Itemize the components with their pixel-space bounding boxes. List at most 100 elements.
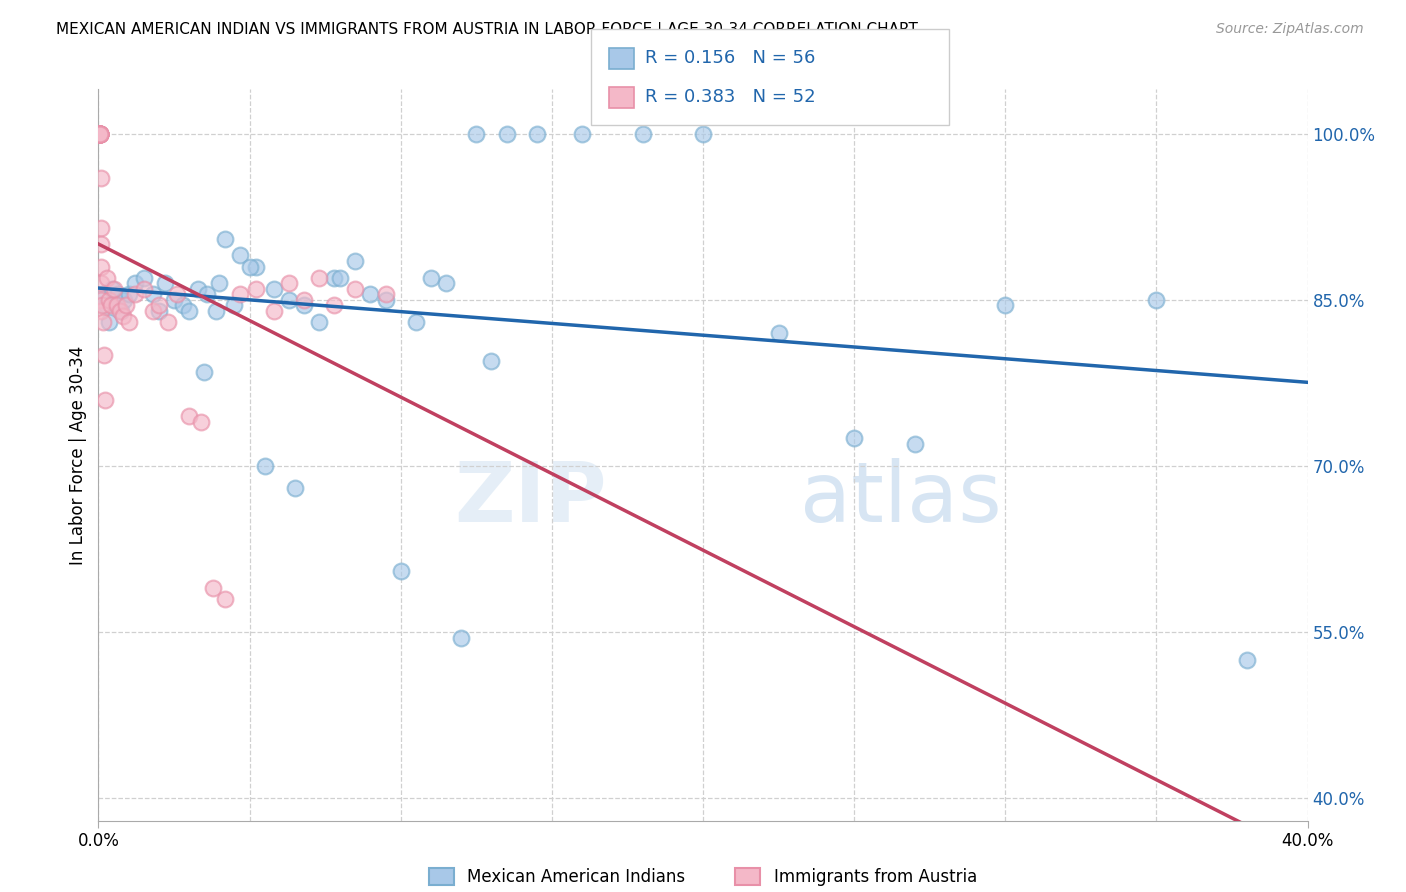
Text: MEXICAN AMERICAN INDIAN VS IMMIGRANTS FROM AUSTRIA IN LABOR FORCE | AGE 30-34 CO: MEXICAN AMERICAN INDIAN VS IMMIGRANTS FR… [56, 22, 918, 38]
Point [434, 276, 457, 290]
Point [142, 303, 165, 318]
Legend: Mexican American Indians, Immigrants from Austria: Mexican American Indians, Immigrants fro… [422, 862, 984, 892]
Point [94, 392, 117, 407]
Point [768, 326, 790, 340]
Point [179, 303, 201, 318]
Point [229, 287, 252, 301]
Point [89, 127, 111, 141]
Point [90, 170, 112, 185]
Point [108, 303, 131, 318]
Point [166, 287, 188, 301]
Point [292, 298, 315, 312]
Text: R = 0.383   N = 52: R = 0.383 N = 52 [645, 88, 815, 106]
Y-axis label: In Labor Force | Age 30-34: In Labor Force | Age 30-34 [69, 345, 87, 565]
Point [148, 298, 170, 312]
Point [692, 127, 714, 141]
Point [148, 303, 170, 318]
Point [172, 298, 194, 312]
Point [89, 127, 111, 141]
Point [94, 298, 117, 312]
Point [405, 315, 427, 329]
Point [205, 303, 228, 318]
Point [111, 310, 134, 324]
Point [89, 127, 111, 141]
Point [1236, 653, 1258, 667]
Point [323, 298, 346, 312]
Point [374, 287, 396, 301]
Point [187, 282, 209, 296]
Point [118, 287, 141, 301]
Point [93, 348, 115, 362]
Point [89, 127, 111, 141]
Point [284, 481, 307, 495]
Point [90, 220, 112, 235]
Point [89, 127, 111, 141]
Point [277, 276, 299, 290]
Point [142, 287, 165, 301]
Point [245, 260, 267, 274]
Point [292, 293, 315, 307]
Point [91, 287, 114, 301]
Point [112, 293, 135, 307]
Point [229, 248, 252, 262]
Point [323, 270, 346, 285]
Point [214, 232, 236, 246]
Point [202, 581, 225, 595]
Point [89, 127, 111, 141]
Point [571, 127, 593, 141]
Point [90, 260, 112, 274]
Point [360, 287, 382, 301]
Point [239, 260, 262, 274]
Text: atlas: atlas [800, 458, 1001, 540]
Point [107, 287, 129, 301]
Point [114, 298, 136, 312]
Point [156, 315, 179, 329]
Point [90, 293, 112, 307]
Point [277, 293, 299, 307]
Point [844, 431, 866, 445]
Point [91, 315, 114, 329]
Point [481, 353, 503, 368]
Text: R = 0.156   N = 56: R = 0.156 N = 56 [645, 49, 815, 67]
Text: ZIP: ZIP [454, 458, 606, 540]
Point [103, 282, 125, 296]
Point [994, 298, 1017, 312]
Point [193, 365, 215, 379]
Point [208, 276, 231, 290]
Point [224, 298, 246, 312]
Point [89, 127, 111, 141]
Point [89, 127, 111, 141]
Point [89, 127, 111, 141]
Point [118, 315, 141, 329]
Point [179, 409, 201, 424]
Point [389, 564, 412, 578]
Point [1146, 293, 1168, 307]
Point [98, 315, 121, 329]
Point [90, 237, 112, 252]
Point [124, 276, 146, 290]
Point [308, 270, 330, 285]
Point [89, 127, 111, 141]
Point [96, 270, 118, 285]
Point [308, 315, 330, 329]
Point [263, 303, 285, 318]
Point [90, 276, 112, 290]
Point [100, 298, 122, 312]
Point [344, 282, 367, 296]
Point [104, 298, 127, 312]
Point [253, 458, 276, 473]
Point [495, 127, 517, 141]
Point [163, 293, 186, 307]
Point [90, 303, 112, 318]
Point [98, 293, 121, 307]
Point [124, 287, 146, 301]
Point [190, 415, 212, 429]
Point [91, 298, 114, 312]
Point [631, 127, 654, 141]
Point [105, 298, 128, 312]
Text: Source: ZipAtlas.com: Source: ZipAtlas.com [1216, 22, 1364, 37]
Point [89, 127, 111, 141]
Point [374, 293, 396, 307]
Point [526, 127, 548, 141]
Point [110, 303, 132, 318]
